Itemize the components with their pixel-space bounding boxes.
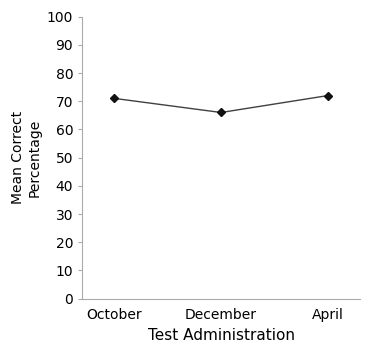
- Y-axis label: Mean Correct
Percentage: Mean Correct Percentage: [11, 111, 41, 204]
- X-axis label: Test Administration: Test Administration: [148, 328, 295, 343]
